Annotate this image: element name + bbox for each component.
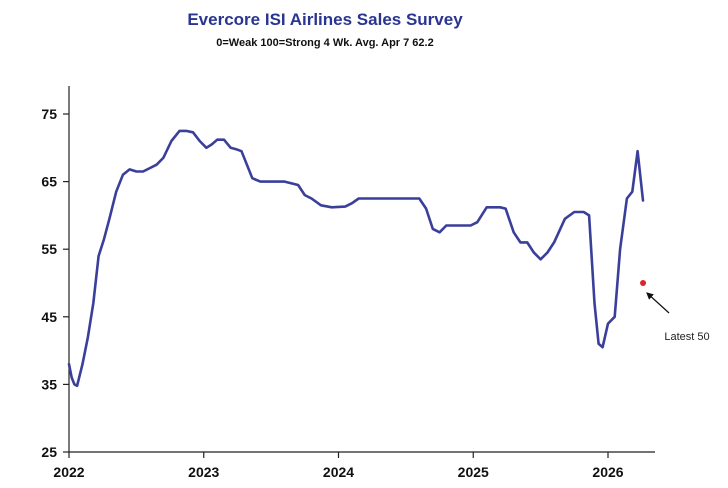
chart-title: Evercore ISI Airlines Sales Survey xyxy=(187,10,463,29)
latest-value-label: Latest 50 xyxy=(664,331,709,343)
series-layer xyxy=(67,129,645,388)
x-tick-label-2022: 2022 xyxy=(53,464,84,480)
annotation-layer: Latest 50 xyxy=(640,280,710,343)
y-tick-label-65: 65 xyxy=(41,174,57,190)
y-tick-label-75: 75 xyxy=(41,106,57,122)
series-line-0 xyxy=(67,129,645,388)
y-ticks: 25 35 45 55 65 75 xyxy=(41,106,69,460)
x-tick-label-2026: 2026 xyxy=(592,464,623,480)
chart-subtitle: 0=Weak 100=Strong 4 Wk. Avg. Apr 7 62.2 xyxy=(216,37,433,49)
x-tick-label-2023: 2023 xyxy=(188,464,219,480)
latest-value-arrow xyxy=(646,292,670,314)
y-tick-label-35: 35 xyxy=(41,376,57,392)
y-tick-label-55: 55 xyxy=(41,241,57,257)
y-tick-label-45: 45 xyxy=(41,309,57,325)
x-tick-label-2025: 2025 xyxy=(458,464,489,480)
x-ticks: 2022 2023 2024 2025 2026 xyxy=(53,452,624,480)
latest-value-marker xyxy=(640,280,647,286)
x-tick-label-2024: 2024 xyxy=(323,464,354,480)
axes xyxy=(68,86,655,453)
y-tick-label-25: 25 xyxy=(41,444,57,460)
